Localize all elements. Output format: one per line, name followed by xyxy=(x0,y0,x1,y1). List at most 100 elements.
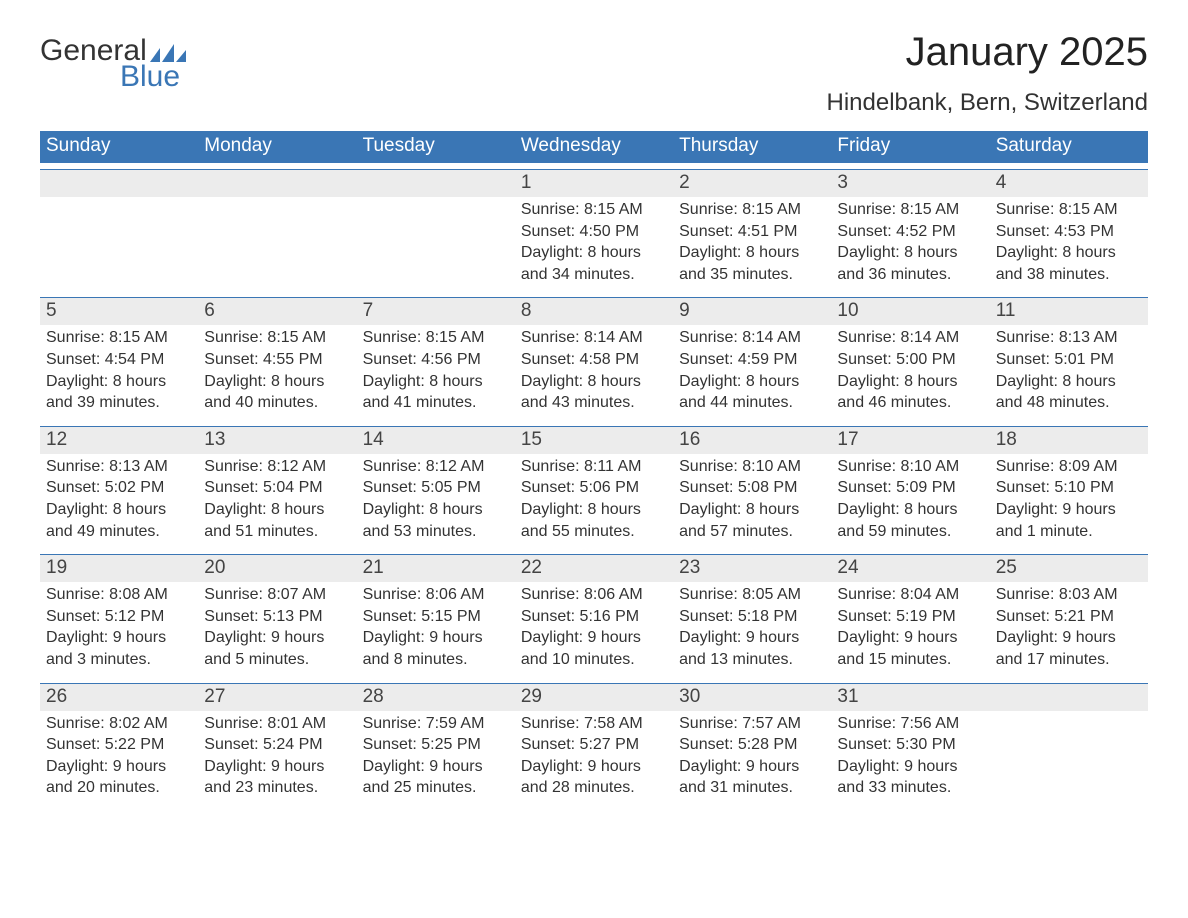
daylight-text-2: and 48 minutes. xyxy=(996,392,1142,414)
daylight-text-2: and 3 minutes. xyxy=(46,649,192,671)
sunset-text: Sunset: 5:01 PM xyxy=(996,349,1142,371)
daylight-text-1: Daylight: 9 hours xyxy=(679,627,825,649)
daylight-text-1: Daylight: 9 hours xyxy=(837,627,983,649)
sunset-text: Sunset: 5:02 PM xyxy=(46,477,192,499)
header: General Blue January 2025 Hindelbank, Be… xyxy=(40,30,1148,117)
day-number: 4 xyxy=(990,170,1148,197)
day-number: 17 xyxy=(831,427,989,454)
day-number: 3 xyxy=(831,170,989,197)
sunset-text: Sunset: 5:08 PM xyxy=(679,477,825,499)
sunset-text: Sunset: 5:25 PM xyxy=(363,734,509,756)
sunrise-text: Sunrise: 8:14 AM xyxy=(837,327,983,349)
sunset-text: Sunset: 4:51 PM xyxy=(679,221,825,243)
daylight-text-1: Daylight: 9 hours xyxy=(363,756,509,778)
day-cell: 19Sunrise: 8:08 AMSunset: 5:12 PMDayligh… xyxy=(40,555,198,676)
daylight-text-1: Daylight: 8 hours xyxy=(837,499,983,521)
daylight-text-1: Daylight: 9 hours xyxy=(46,627,192,649)
day-details: Sunrise: 8:14 AMSunset: 5:00 PMDaylight:… xyxy=(837,325,983,413)
sunset-text: Sunset: 4:58 PM xyxy=(521,349,667,371)
daylight-text-2: and 36 minutes. xyxy=(837,264,983,286)
sunrise-text: Sunrise: 8:12 AM xyxy=(363,456,509,478)
day-cell: 7Sunrise: 8:15 AMSunset: 4:56 PMDaylight… xyxy=(357,298,515,419)
daylight-text-2: and 39 minutes. xyxy=(46,392,192,414)
day-details: Sunrise: 8:13 AMSunset: 5:02 PMDaylight:… xyxy=(46,454,192,542)
day-number: 25 xyxy=(990,555,1148,582)
daylight-text-2: and 25 minutes. xyxy=(363,777,509,799)
daylight-text-1: Daylight: 8 hours xyxy=(204,371,350,393)
day-number: 23 xyxy=(673,555,831,582)
day-details: Sunrise: 8:15 AMSunset: 4:53 PMDaylight:… xyxy=(996,197,1142,285)
day-details: Sunrise: 8:13 AMSunset: 5:01 PMDaylight:… xyxy=(996,325,1142,413)
day-cell: 5Sunrise: 8:15 AMSunset: 4:54 PMDaylight… xyxy=(40,298,198,419)
day-cell: 2Sunrise: 8:15 AMSunset: 4:51 PMDaylight… xyxy=(673,170,831,291)
day-cell: 29Sunrise: 7:58 AMSunset: 5:27 PMDayligh… xyxy=(515,684,673,805)
day-details: Sunrise: 8:15 AMSunset: 4:50 PMDaylight:… xyxy=(521,197,667,285)
day-number: 16 xyxy=(673,427,831,454)
daylight-text-2: and 59 minutes. xyxy=(837,521,983,543)
day-cell: 31Sunrise: 7:56 AMSunset: 5:30 PMDayligh… xyxy=(831,684,989,805)
sunset-text: Sunset: 5:21 PM xyxy=(996,606,1142,628)
sunrise-text: Sunrise: 8:11 AM xyxy=(521,456,667,478)
daylight-text-2: and 57 minutes. xyxy=(679,521,825,543)
day-number: 21 xyxy=(357,555,515,582)
day-cell: 12Sunrise: 8:13 AMSunset: 5:02 PMDayligh… xyxy=(40,427,198,548)
daylight-text-2: and 53 minutes. xyxy=(363,521,509,543)
day-number: 10 xyxy=(831,298,989,325)
sunset-text: Sunset: 5:05 PM xyxy=(363,477,509,499)
day-details: Sunrise: 8:04 AMSunset: 5:19 PMDaylight:… xyxy=(837,582,983,670)
day-details: Sunrise: 8:06 AMSunset: 5:16 PMDaylight:… xyxy=(521,582,667,670)
day-cell: . xyxy=(198,170,356,291)
day-number: 9 xyxy=(673,298,831,325)
daylight-text-1: Daylight: 8 hours xyxy=(363,371,509,393)
day-details: Sunrise: 8:15 AMSunset: 4:55 PMDaylight:… xyxy=(204,325,350,413)
sunrise-text: Sunrise: 7:59 AM xyxy=(363,713,509,735)
day-number: 30 xyxy=(673,684,831,711)
day-cell: 9Sunrise: 8:14 AMSunset: 4:59 PMDaylight… xyxy=(673,298,831,419)
day-details: Sunrise: 8:02 AMSunset: 5:22 PMDaylight:… xyxy=(46,711,192,799)
sunset-text: Sunset: 5:30 PM xyxy=(837,734,983,756)
sunrise-text: Sunrise: 8:15 AM xyxy=(837,199,983,221)
day-number: 13 xyxy=(198,427,356,454)
day-cell: . xyxy=(40,170,198,291)
sunrise-text: Sunrise: 8:13 AM xyxy=(996,327,1142,349)
daylight-text-2: and 5 minutes. xyxy=(204,649,350,671)
daylight-text-1: Daylight: 9 hours xyxy=(204,756,350,778)
sunrise-text: Sunrise: 8:03 AM xyxy=(996,584,1142,606)
daylight-text-1: Daylight: 8 hours xyxy=(46,499,192,521)
sunrise-text: Sunrise: 8:14 AM xyxy=(679,327,825,349)
day-number: 19 xyxy=(40,555,198,582)
day-cell: 28Sunrise: 7:59 AMSunset: 5:25 PMDayligh… xyxy=(357,684,515,805)
logo: General Blue xyxy=(40,36,186,92)
daylight-text-1: Daylight: 9 hours xyxy=(996,627,1142,649)
daylight-text-1: Daylight: 8 hours xyxy=(996,242,1142,264)
daylight-text-2: and 1 minute. xyxy=(996,521,1142,543)
daylight-text-2: and 49 minutes. xyxy=(46,521,192,543)
daylight-text-2: and 8 minutes. xyxy=(363,649,509,671)
day-details: Sunrise: 8:11 AMSunset: 5:06 PMDaylight:… xyxy=(521,454,667,542)
weekday-header: Saturday xyxy=(990,135,1148,157)
daylight-text-1: Daylight: 8 hours xyxy=(204,499,350,521)
day-details: Sunrise: 8:03 AMSunset: 5:21 PMDaylight:… xyxy=(996,582,1142,670)
day-cell: 18Sunrise: 8:09 AMSunset: 5:10 PMDayligh… xyxy=(990,427,1148,548)
sunrise-text: Sunrise: 7:58 AM xyxy=(521,713,667,735)
day-number: 27 xyxy=(198,684,356,711)
sunset-text: Sunset: 5:15 PM xyxy=(363,606,509,628)
sunset-text: Sunset: 5:27 PM xyxy=(521,734,667,756)
sunrise-text: Sunrise: 7:57 AM xyxy=(679,713,825,735)
daylight-text-2: and 10 minutes. xyxy=(521,649,667,671)
day-cell: 25Sunrise: 8:03 AMSunset: 5:21 PMDayligh… xyxy=(990,555,1148,676)
day-details: Sunrise: 8:01 AMSunset: 5:24 PMDaylight:… xyxy=(204,711,350,799)
daylight-text-1: Daylight: 9 hours xyxy=(679,756,825,778)
daylight-text-1: Daylight: 9 hours xyxy=(46,756,192,778)
sunrise-text: Sunrise: 8:04 AM xyxy=(837,584,983,606)
daylight-text-1: Daylight: 8 hours xyxy=(679,242,825,264)
daylight-text-1: Daylight: 9 hours xyxy=(204,627,350,649)
sunrise-text: Sunrise: 8:02 AM xyxy=(46,713,192,735)
sunrise-text: Sunrise: 8:15 AM xyxy=(46,327,192,349)
sunset-text: Sunset: 5:16 PM xyxy=(521,606,667,628)
sunrise-text: Sunrise: 8:07 AM xyxy=(204,584,350,606)
day-details: Sunrise: 8:15 AMSunset: 4:54 PMDaylight:… xyxy=(46,325,192,413)
day-number: 14 xyxy=(357,427,515,454)
day-cell: 11Sunrise: 8:13 AMSunset: 5:01 PMDayligh… xyxy=(990,298,1148,419)
sunset-text: Sunset: 4:53 PM xyxy=(996,221,1142,243)
